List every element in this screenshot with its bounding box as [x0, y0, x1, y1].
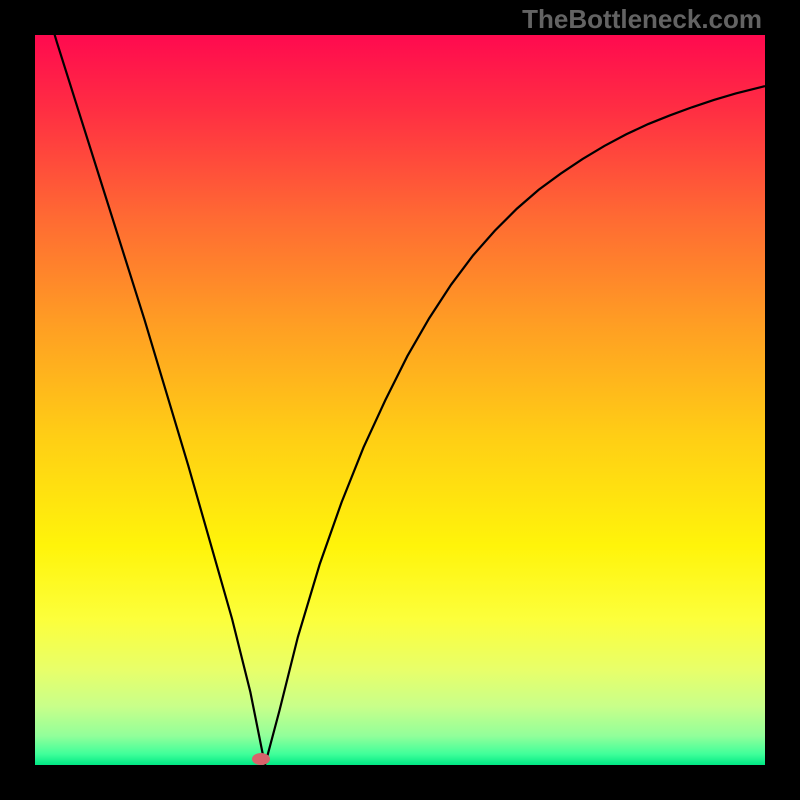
watermark-text: TheBottleneck.com: [522, 4, 762, 35]
bottleneck-curve: [35, 35, 765, 765]
chart-frame: TheBottleneck.com: [0, 0, 800, 800]
curve-layer: [35, 35, 765, 765]
minimum-marker: [252, 753, 270, 765]
plot-area: [35, 35, 765, 765]
